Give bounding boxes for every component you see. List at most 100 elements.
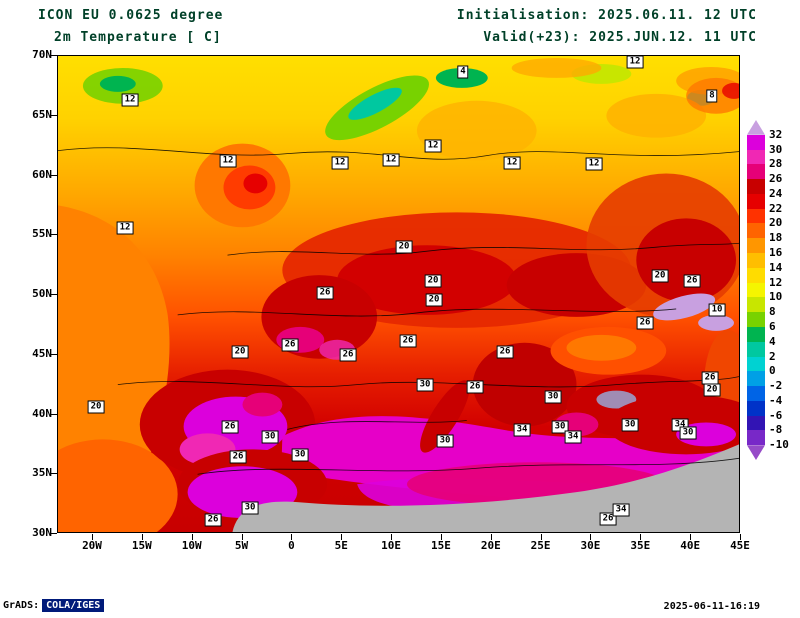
caucasus-lilac: [653, 293, 735, 331]
x-axis-tick: [590, 534, 592, 540]
y-axis-tick: [50, 294, 57, 295]
creation-timestamp: 2025-06-11-16:19: [663, 601, 760, 612]
x-axis-tick: [241, 534, 243, 540]
colorbar-cell: [747, 238, 765, 254]
x-axis-tick: [690, 534, 692, 540]
x-axis-tick: [640, 534, 642, 540]
variable-title: 2m Temperature [ C]: [54, 30, 222, 45]
x-axis-label: 40E: [680, 539, 701, 552]
y-axis-label: 40N: [32, 406, 52, 420]
valid-time: Valid(+23): 2025.JUN.12. 11 UTC: [483, 30, 757, 45]
africa-gray-out-of-domain: [232, 444, 739, 532]
colorbar-cell: [747, 193, 765, 209]
x-axis-tick: [740, 534, 741, 540]
colorbar-cell: [747, 371, 765, 387]
x-axis-label: 30E: [580, 539, 601, 552]
colorbar-label: 2: [769, 349, 776, 363]
x-axis-tick: [291, 534, 293, 540]
grads-prefix-label: GrADS:: [3, 600, 40, 611]
y-axis-label: 30N: [32, 526, 52, 539]
east-europe-red: [586, 173, 739, 317]
colorbar-cell: [747, 312, 765, 327]
y-axis-tick: [50, 174, 57, 176]
colorbar-cell: [747, 282, 765, 298]
temperature-field-svg: [58, 56, 739, 532]
colorbar-cell: [747, 134, 765, 150]
grads-org-badge: COLA/IGES: [42, 599, 105, 612]
y-axis-tick: [50, 413, 57, 415]
colorbar-label: 22: [769, 201, 783, 215]
y-axis-label: 60N: [32, 167, 52, 181]
x-axis-tick: [391, 534, 393, 540]
y-axis-tick: [50, 353, 57, 355]
temperature-colorbar: [747, 120, 765, 460]
colorbar-label: 4: [769, 334, 776, 348]
y-axis-tick: [50, 473, 57, 475]
colorbar-label: 24: [769, 186, 783, 200]
colorbar-cell: [747, 341, 765, 357]
x-axis-label: 15E: [430, 539, 451, 552]
y-axis-label: 50N: [32, 287, 52, 300]
temperature-map: [57, 55, 740, 533]
colorbar-label: 16: [769, 246, 783, 260]
x-axis-label: 45E: [730, 539, 750, 552]
colorbar-label: 6: [769, 319, 776, 333]
colorbar-cell: [747, 208, 765, 224]
colorbar-label: -4: [769, 393, 783, 407]
colorbar-label: -6: [769, 408, 783, 422]
x-axis-label: 15W: [131, 539, 152, 552]
colorbar-cell: [747, 430, 765, 446]
colorbar-cell: [747, 267, 765, 283]
y-axis-label: 35N: [32, 466, 52, 480]
colorbar-label: -2: [769, 379, 783, 393]
y-axis-tick: [50, 114, 57, 116]
y-axis-label: 70N: [32, 48, 52, 61]
x-axis-label: 20E: [480, 539, 501, 552]
colorbar-label: 0: [769, 364, 776, 378]
y-axis-tick: [50, 533, 57, 534]
colorbar-cell: [747, 149, 765, 165]
colorbar-cell: [747, 253, 765, 268]
x-axis-tick: [92, 534, 93, 540]
uk-warm-blob: [194, 143, 291, 228]
colorbar-label: 12: [769, 275, 783, 289]
x-axis-label: 25E: [530, 539, 551, 552]
x-axis-label: 5E: [334, 539, 348, 552]
y-axis-label: 65N: [32, 107, 52, 121]
x-axis-tick: [341, 534, 343, 540]
contour-lines: [58, 147, 739, 475]
colorbar-label: 26: [769, 172, 783, 186]
colorbar-label: 32: [769, 127, 783, 141]
x-axis-label: 5W: [234, 539, 249, 552]
colorbar-cell: [747, 120, 765, 135]
x-axis-tick: [191, 534, 193, 540]
colorbar-cell: [747, 400, 765, 416]
colorbar-cell: [747, 297, 765, 313]
y-axis-tick: [50, 234, 57, 236]
italy-peninsula: [420, 380, 470, 453]
x-axis-label: 20W: [82, 539, 102, 552]
colorbar-label: 20: [769, 216, 783, 230]
grads-stamp: GrADS: COLA/IGES: [3, 599, 105, 612]
x-axis-tick: [490, 534, 492, 540]
x-axis-label: 35E: [630, 539, 651, 552]
colorbar-label: 28: [769, 157, 783, 171]
colorbar-label: 14: [769, 260, 783, 274]
initialisation-time: Initialisation: 2025.06.11. 12 UTC: [456, 8, 757, 23]
x-axis-tick: [440, 534, 442, 540]
atlantic-orange-region: [58, 205, 178, 532]
y-axis-tick: [50, 55, 57, 56]
colorbar-cell: [747, 326, 765, 342]
colorbar-cell: [747, 179, 765, 194]
x-axis-label: 10E: [381, 539, 401, 552]
colorbar-cell: [747, 445, 765, 460]
colorbar-label: 30: [769, 142, 783, 156]
colorbar-cell: [747, 356, 765, 372]
model-title: ICON EU 0.0625 degree: [38, 8, 224, 23]
x-axis-tick: [540, 534, 542, 540]
colorbar-label: -10: [769, 438, 789, 452]
x-axis-tick: [141, 534, 143, 540]
france-dark-red: [261, 275, 378, 360]
y-axis-label: 45N: [32, 346, 52, 360]
